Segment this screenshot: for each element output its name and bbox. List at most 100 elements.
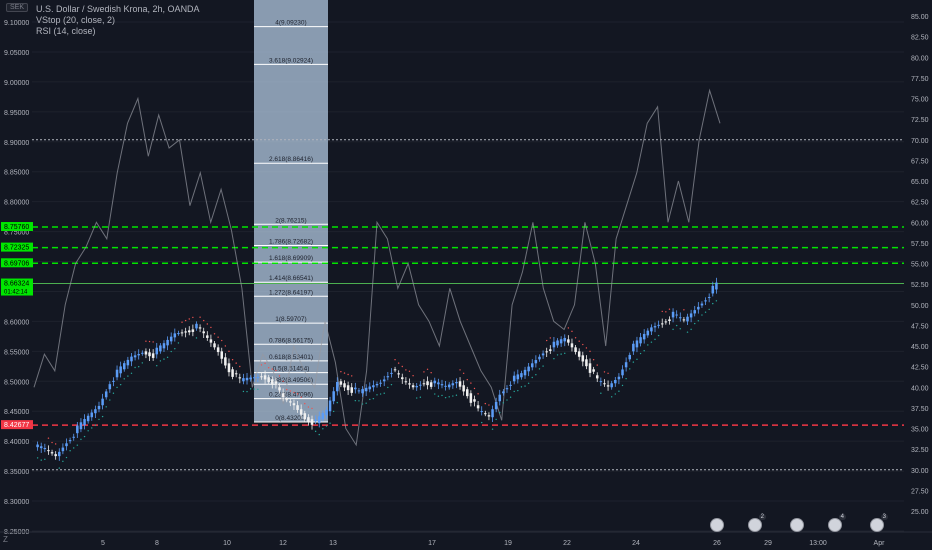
candle-body bbox=[332, 391, 335, 402]
candle-body bbox=[328, 400, 332, 412]
vstop-dot bbox=[228, 350, 230, 353]
economic-event-icon[interactable]: 3 bbox=[870, 514, 888, 532]
candle-body bbox=[133, 355, 137, 358]
vstop-dot bbox=[531, 376, 533, 379]
economic-event-icon[interactable]: 2 bbox=[748, 514, 766, 532]
candle-body bbox=[660, 323, 664, 325]
candle-body bbox=[382, 379, 386, 382]
fib-level-label: 0.382(8.49506) bbox=[269, 377, 313, 384]
vstop-dot bbox=[416, 397, 418, 399]
time-axis-label: 12 bbox=[279, 540, 287, 547]
vstop-dot bbox=[332, 410, 335, 413]
right-axis-label: 50.00 bbox=[911, 303, 929, 310]
candle-body bbox=[343, 383, 346, 388]
vstop-dot bbox=[314, 430, 317, 433]
candle-body bbox=[635, 340, 639, 348]
vstop-dot bbox=[286, 388, 288, 391]
candle-body bbox=[476, 405, 480, 409]
vstop-dot bbox=[665, 311, 667, 313]
candle-body bbox=[559, 339, 563, 344]
candle-body bbox=[148, 352, 151, 357]
economic-event-icon[interactable]: 4 bbox=[828, 514, 846, 532]
candle-body bbox=[433, 380, 437, 384]
zoom-mark[interactable]: Z bbox=[3, 535, 8, 544]
right-axis-label: 62.50 bbox=[911, 200, 929, 207]
candle-body bbox=[104, 391, 108, 398]
vstop-dot bbox=[138, 366, 140, 368]
candle-body bbox=[354, 387, 357, 390]
vstop-dot bbox=[632, 361, 635, 363]
candle-body bbox=[621, 369, 624, 376]
candle-body bbox=[671, 311, 675, 318]
vstop-dot bbox=[549, 337, 552, 339]
candle-body bbox=[599, 381, 603, 383]
vstop-dot bbox=[589, 350, 591, 353]
candle-body bbox=[195, 323, 198, 329]
candle-body bbox=[646, 330, 650, 336]
candle-body bbox=[494, 401, 498, 410]
vstop-dot bbox=[560, 353, 562, 355]
fib-level-label: 1(8.59707) bbox=[275, 316, 306, 323]
vstop-dot bbox=[40, 459, 42, 461]
economic-event-icon[interactable] bbox=[710, 518, 724, 532]
right-axis-label: 47.50 bbox=[911, 323, 929, 330]
price-tag bbox=[1, 222, 33, 232]
vstop-dot bbox=[253, 388, 255, 390]
vstop-dot bbox=[213, 333, 216, 335]
candle-body bbox=[72, 436, 75, 438]
left-axis-label: 9.10000 bbox=[4, 20, 29, 27]
candle-body bbox=[242, 378, 245, 382]
vstop-dot bbox=[636, 358, 638, 361]
price-tag bbox=[1, 258, 33, 268]
right-axis-label: 67.50 bbox=[911, 158, 929, 165]
candle-body bbox=[90, 412, 94, 418]
vstop-dot bbox=[278, 375, 281, 377]
vstop-dot bbox=[683, 309, 685, 311]
candle-body bbox=[679, 317, 682, 319]
candle-body bbox=[541, 353, 545, 356]
price-tag-label: 8.42677 bbox=[4, 422, 29, 429]
candle-body bbox=[567, 339, 570, 343]
vstop-dot bbox=[87, 430, 89, 432]
economic-event-icon[interactable] bbox=[790, 518, 804, 532]
left-axis-label: 8.95000 bbox=[4, 110, 29, 117]
right-axis-label: 42.50 bbox=[911, 365, 929, 372]
vstop-indicator-label[interactable]: VStop (20, close, 2) bbox=[36, 15, 116, 25]
left-axis-label: 8.50000 bbox=[4, 379, 29, 386]
vstop-dot bbox=[329, 422, 331, 424]
candle-body bbox=[462, 385, 465, 392]
vstop-dot bbox=[105, 406, 107, 408]
candle-body bbox=[408, 383, 411, 385]
vstop-dot bbox=[69, 450, 71, 452]
left-axis-label: 8.45000 bbox=[4, 409, 29, 416]
vstop-dot bbox=[188, 318, 190, 320]
candle-body bbox=[43, 447, 47, 450]
vstop-dot bbox=[394, 359, 396, 361]
vstop-dot bbox=[166, 356, 169, 359]
rsi-indicator-label[interactable]: RSI (14, close) bbox=[36, 26, 96, 36]
candle-body bbox=[505, 388, 509, 390]
candle-body bbox=[216, 347, 220, 353]
time-axis-label: 22 bbox=[563, 540, 571, 547]
candle-body bbox=[296, 405, 299, 410]
currency-tag[interactable]: SEK bbox=[6, 3, 29, 12]
vstop-dot bbox=[582, 343, 584, 346]
right-axis-label: 80.00 bbox=[911, 55, 929, 62]
fib-level-label: 1.618(8.69909) bbox=[269, 255, 313, 262]
candle-body bbox=[155, 347, 159, 355]
candle-body bbox=[455, 381, 458, 384]
right-axis-label: 75.00 bbox=[911, 97, 929, 104]
candle-body bbox=[303, 413, 307, 420]
symbol-title[interactable]: U.S. Dollar / Swedish Krona, 2h, OANDA bbox=[36, 4, 200, 14]
vstop-dot bbox=[600, 392, 602, 394]
vstop-dot bbox=[275, 369, 277, 372]
candle-body bbox=[271, 379, 274, 385]
vstop-dot bbox=[564, 352, 566, 355]
candle-body bbox=[83, 419, 86, 426]
candle-body bbox=[336, 381, 339, 392]
price-tag-label: 8.66324 bbox=[4, 281, 29, 288]
candle-body bbox=[595, 375, 599, 379]
fib-level-label: 0(8.43200) bbox=[275, 415, 306, 422]
vstop-dot bbox=[629, 368, 631, 370]
